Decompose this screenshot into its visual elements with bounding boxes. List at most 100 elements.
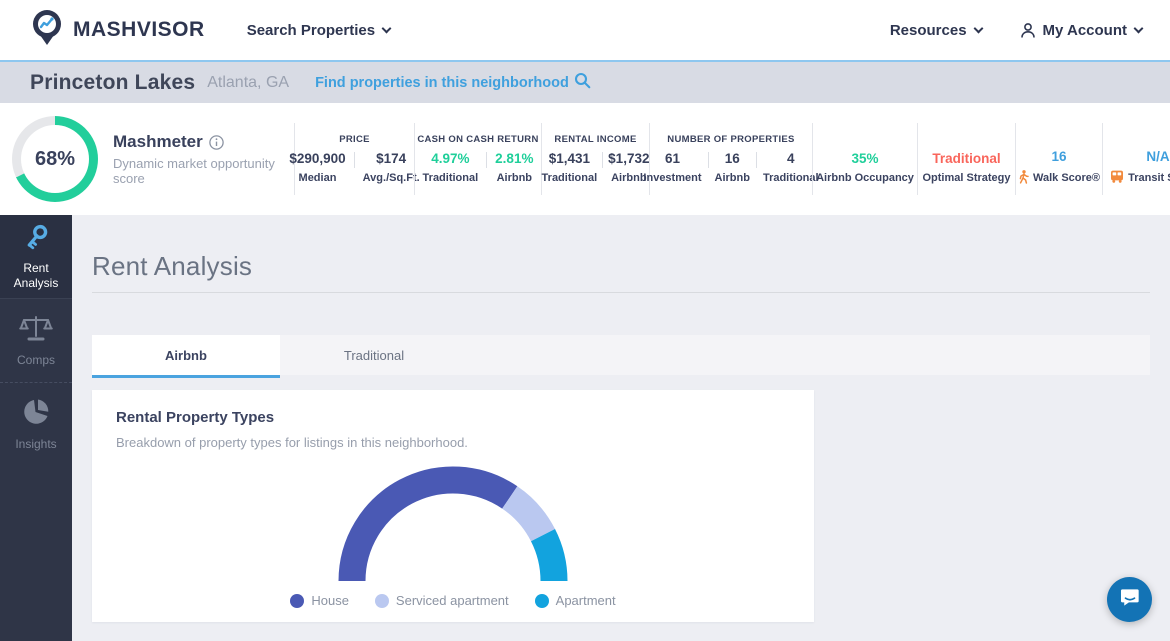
divider: [294, 123, 295, 195]
divider: [1015, 123, 1016, 195]
divider: [707, 152, 709, 168]
rental-property-types-card: Rental Property Types Breakdown of prope…: [92, 390, 814, 622]
scale-icon: [19, 314, 53, 347]
nav-my-account[interactable]: My Account: [1020, 22, 1144, 39]
stat-value: $1,732: [608, 151, 650, 166]
stat-value: 16: [1051, 148, 1067, 164]
stat-value: 61: [664, 151, 680, 166]
stat-group-number-of-properties: NUMBER OF PROPERTIES 61 Investment 16 Ai…: [643, 134, 818, 184]
stat-value: $1,431: [548, 151, 590, 166]
nav-search-properties-label: Search Properties: [246, 21, 376, 39]
legend-label: Apartment: [555, 593, 616, 608]
divider: [649, 123, 650, 195]
stat-label: Traditional: [762, 172, 819, 184]
stat-label: Traditional: [422, 172, 479, 184]
pie-icon: [21, 398, 51, 431]
legend-item-house: House: [290, 593, 349, 608]
chat-launcher-button[interactable]: [1107, 577, 1152, 622]
stat-group-cash-on-cash: CASH ON CASH RETURN 4.97% Traditional 2.…: [415, 134, 541, 184]
tab-traditional[interactable]: Traditional: [280, 335, 468, 375]
stat-header: PRICE: [339, 134, 370, 145]
sidebar-item-comps[interactable]: Comps: [0, 299, 72, 383]
person-icon: [1020, 22, 1036, 39]
tab-bar: Airbnb Traditional: [92, 335, 1150, 378]
chevron-down-icon: [381, 23, 392, 33]
stat-value: 4.97%: [431, 151, 470, 166]
legend-item-serviced-apartment: Serviced apartment: [374, 593, 509, 608]
donut-segment: [501, 486, 556, 542]
legend-item-apartment: Apartment: [534, 593, 616, 608]
divider: [755, 152, 757, 168]
key-icon: [21, 222, 51, 255]
mashvisor-logo[interactable]: MASHVISOR: [30, 9, 205, 52]
stat-label: Traditional: [541, 172, 598, 184]
stats-bar: 68% Mashmeter Dynamic market opportunity…: [0, 103, 1170, 215]
tab-label: Airbnb: [165, 347, 207, 363]
find-properties-link[interactable]: Find properties in this neighborhood: [315, 72, 591, 93]
stat-group-price: PRICE $290,900 Median $174 Avg./Sq.Ft.: [289, 134, 419, 184]
tab-airbnb[interactable]: Airbnb: [92, 335, 280, 378]
stat-group-rental-income: RENTAL INCOME $1,431 Traditional $1,732 …: [541, 134, 650, 184]
stat-label: Airbnb: [611, 172, 647, 184]
stat-value: 35%: [851, 151, 879, 166]
divider: [414, 123, 415, 195]
divider: [486, 152, 488, 168]
mashvisor-pin-icon: [30, 9, 64, 52]
mashmeter-score: 68%: [34, 147, 76, 170]
stat-group-walk-score: 16 Walk Score®: [1016, 132, 1102, 187]
mashmeter-subtitle: Dynamic market opportunity score: [113, 156, 275, 186]
sidebar-item-label: Rent Analysis: [13, 261, 59, 290]
stat-label: Median: [298, 172, 337, 184]
tab-label: Traditional: [343, 347, 405, 363]
sidebar-item-label: Insights: [15, 437, 57, 451]
nav-resources[interactable]: Resources: [890, 22, 983, 39]
stat-header: CASH ON CASH RETURN: [417, 134, 539, 145]
divider: [541, 123, 542, 195]
stat-value: Traditional: [932, 151, 1001, 166]
donut-segment: [338, 466, 518, 582]
divider: [353, 152, 355, 168]
bus-icon: [1110, 170, 1124, 186]
stat-label: Avg./Sq.Ft.: [362, 172, 420, 184]
stat-header: NUMBER OF PROPERTIES: [667, 134, 795, 145]
brand-name: MASHVISOR: [73, 18, 205, 41]
donut-segment: [530, 529, 568, 582]
stat-group-optimal-strategy: Traditional Optimal Strategy: [918, 134, 1015, 184]
main-content: Rent Analysis Airbnb Traditional Rental …: [72, 215, 1170, 641]
stat-group-transit-score: N/A Transit Score®: [1103, 132, 1170, 186]
sidebar-item-rent-analysis[interactable]: Rent Analysis: [0, 215, 72, 299]
stat-label: Airbnb Occupancy: [816, 172, 914, 184]
walk-icon: [1018, 169, 1029, 187]
title-divider: [92, 292, 1150, 293]
nav-search-properties[interactable]: Search Properties: [246, 21, 392, 39]
legend-dot: [290, 593, 305, 608]
property-types-donut-chart: [338, 466, 568, 582]
card-title: Rental Property Types: [116, 409, 275, 426]
divider: [1102, 123, 1103, 195]
mashmeter-title: Mashmeter: [113, 132, 203, 151]
chart-legend: House Serviced apartment Apartment: [290, 593, 616, 608]
info-icon[interactable]: [209, 134, 224, 150]
stat-value: 16: [724, 151, 740, 166]
legend-label: House: [311, 593, 349, 608]
stat-label: Walk Score®: [1033, 172, 1100, 184]
stat-label: Investment: [643, 172, 702, 184]
stat-header: RENTAL INCOME: [554, 134, 637, 145]
stat-label: Optimal Strategy: [922, 172, 1011, 184]
find-properties-label: Find properties in this neighborhood: [315, 74, 569, 91]
divider: [812, 123, 813, 195]
divider: [917, 123, 918, 195]
chevron-down-icon: [973, 23, 983, 33]
stat-value: 4: [787, 151, 795, 166]
search-icon: [574, 72, 591, 93]
legend-dot: [534, 593, 549, 608]
neighborhood-banner: Princeton Lakes Atlanta, GA Find propert…: [0, 60, 1170, 103]
stat-value: 2.81%: [495, 151, 534, 166]
stat-label: Transit Score®: [1128, 172, 1170, 184]
top-header: MASHVISOR Search Properties Resources My…: [0, 0, 1170, 60]
stat-label: Airbnb: [714, 172, 750, 184]
sidebar-item-insights[interactable]: Insights: [0, 383, 72, 467]
legend-label: Serviced apartment: [395, 593, 509, 608]
chevron-down-icon: [1133, 23, 1144, 33]
